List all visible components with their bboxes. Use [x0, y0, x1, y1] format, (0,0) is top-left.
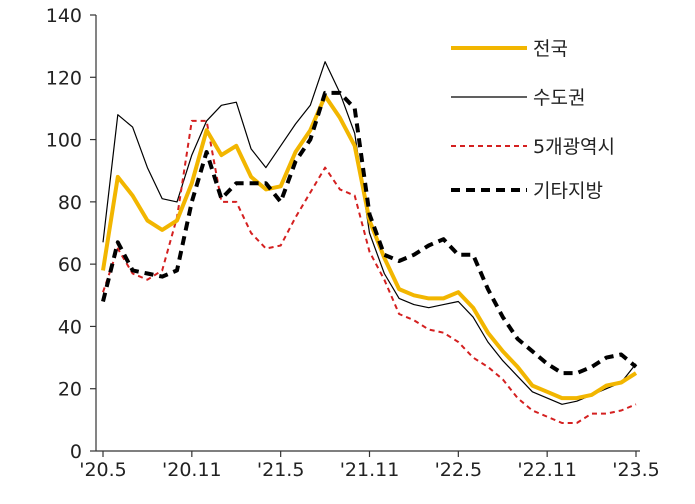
legend-label-3: 5개광역시 — [533, 136, 615, 158]
y-tick-label: 40 — [58, 316, 82, 338]
x-tick-label: '22.5 — [435, 459, 483, 481]
x-tick-label: '21.11 — [340, 459, 400, 481]
y-tick-label: 20 — [58, 379, 82, 401]
series-line-4 — [101, 90, 638, 376]
series-layer — [101, 61, 638, 424]
y-tick-label: 140 — [46, 5, 82, 27]
x-tick-label: '20.5 — [79, 459, 127, 481]
legend-label-2: 수도권 — [533, 87, 585, 109]
y-tick-label: 80 — [58, 192, 82, 214]
x-tick-label: '22.11 — [517, 459, 577, 481]
y-tick-label: 120 — [46, 67, 82, 89]
y-tick-label: 100 — [46, 130, 82, 152]
series-line-1 — [101, 94, 638, 401]
x-tick-label: '23.5 — [612, 459, 660, 481]
x-tick-label: '20.11 — [162, 459, 222, 481]
y-tick-label: 60 — [58, 254, 82, 276]
series-line-3 — [102, 119, 637, 424]
x-tick-label: '21.5 — [257, 459, 305, 481]
axes: 0 20 40 60 80 100 120 140 '20.5 '20.11 '21.5 '21.11… — [46, 5, 660, 481]
legend-label-1: 전국 — [533, 38, 568, 60]
series-line-2 — [102, 61, 637, 405]
y-tick-label: 0 — [70, 441, 82, 463]
legend-label-4: 기타지방 — [533, 180, 603, 202]
